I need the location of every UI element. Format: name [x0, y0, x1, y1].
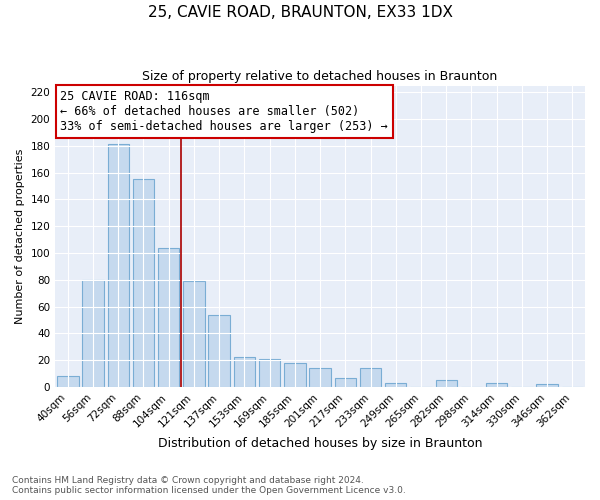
Text: 25, CAVIE ROAD, BRAUNTON, EX33 1DX: 25, CAVIE ROAD, BRAUNTON, EX33 1DX — [148, 5, 452, 20]
Bar — [107, 144, 129, 387]
Bar — [158, 248, 179, 387]
Bar — [310, 368, 331, 387]
Bar — [133, 180, 154, 387]
Title: Size of property relative to detached houses in Braunton: Size of property relative to detached ho… — [142, 70, 498, 83]
Bar — [486, 383, 508, 387]
Bar — [208, 314, 230, 387]
Bar — [259, 359, 280, 387]
Y-axis label: Number of detached properties: Number of detached properties — [15, 148, 25, 324]
Text: Contains HM Land Registry data © Crown copyright and database right 2024.
Contai: Contains HM Land Registry data © Crown c… — [12, 476, 406, 495]
Bar — [385, 383, 406, 387]
Bar — [360, 368, 381, 387]
Bar — [284, 363, 305, 387]
Bar — [57, 376, 79, 387]
Bar — [436, 380, 457, 387]
Bar — [233, 358, 255, 387]
Bar — [82, 280, 104, 387]
Bar — [536, 384, 558, 387]
Bar — [183, 281, 205, 387]
Bar — [335, 378, 356, 387]
X-axis label: Distribution of detached houses by size in Braunton: Distribution of detached houses by size … — [158, 437, 482, 450]
Text: 25 CAVIE ROAD: 116sqm
← 66% of detached houses are smaller (502)
33% of semi-det: 25 CAVIE ROAD: 116sqm ← 66% of detached … — [61, 90, 388, 133]
